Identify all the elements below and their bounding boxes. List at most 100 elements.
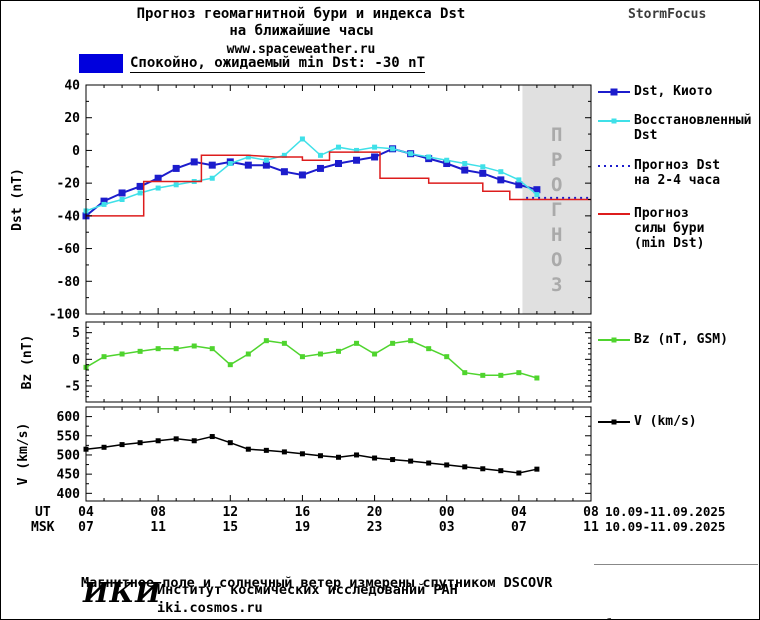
panel-v: 600 550 500 450 400 V (km/s)	[16, 406, 592, 502]
institute-block: Институт космических исследований РАН ik…	[157, 581, 458, 617]
x-tick-ut: 04	[78, 505, 94, 520]
legend-swatch-restored-dst	[597, 113, 631, 127]
y-tick-label: -100	[49, 308, 80, 323]
legend-label-dst-kyoto: Dst, Киото	[634, 84, 713, 99]
data-point-marker	[245, 351, 251, 357]
forecast-label-char: О	[551, 249, 562, 271]
status-text: Спокойно, ожидаемый min Dst: -30 nT	[130, 54, 426, 73]
legend-v: V (km/s)	[597, 414, 759, 429]
legend-dst-kyoto: Dst, Киото	[597, 84, 759, 99]
legend-label-forecast-dst: Прогноз Dst на 2-4 часа	[634, 158, 721, 188]
data-point-marker	[462, 464, 468, 470]
data-point-marker	[227, 161, 233, 167]
data-point-marker	[408, 458, 414, 464]
data-point-marker	[245, 154, 251, 160]
x-tick-ut: 08	[150, 505, 166, 520]
data-point-marker	[155, 185, 161, 191]
data-point-marker	[299, 136, 305, 142]
data-point-marker	[462, 370, 468, 376]
legend-forecast-dst: Прогноз Dst на 2-4 часа	[597, 158, 759, 188]
y-axis-label-bz: Bz (nT)	[20, 335, 35, 390]
data-point-marker	[443, 160, 451, 168]
forecast-label-char: Р	[551, 149, 562, 171]
data-point-marker	[480, 372, 486, 378]
y-tick-label: 40	[64, 79, 80, 94]
updated-separator	[594, 564, 758, 565]
forecast-label-char: П	[551, 124, 562, 146]
data-point-marker	[426, 346, 432, 352]
status-banner: Спокойно, ожидаемый min Dst: -30 nT	[79, 54, 426, 73]
data-point-marker	[444, 462, 450, 468]
data-point-marker	[372, 351, 378, 357]
data-point-marker	[408, 151, 414, 157]
data-point-marker	[516, 470, 522, 476]
site-url: www.spaceweather.ru	[226, 42, 376, 57]
legend-label-bz: Bz (nT, GSM)	[634, 332, 728, 347]
data-point-marker	[497, 176, 505, 184]
institute-site: iki.cosmos.ru	[157, 600, 263, 616]
data-point-marker	[137, 348, 143, 354]
legend-swatch-dst-kyoto	[597, 84, 631, 98]
data-point-marker	[173, 182, 179, 188]
data-point-marker	[227, 362, 233, 368]
data-point-marker	[155, 346, 161, 352]
x-axis-labels: UTMSK0407081112151619202300030407081110.…	[31, 504, 725, 535]
y-tick-label: 5	[72, 326, 80, 341]
ut-date-range: 10.09-11.09.2025	[605, 504, 725, 519]
title-line2: на ближайшие часы	[229, 23, 373, 39]
quiet-level-swatch	[79, 54, 123, 73]
y-tick-label: 500	[57, 448, 81, 463]
data-point-marker	[534, 192, 540, 198]
data-point-marker	[227, 440, 233, 446]
data-point-marker	[534, 466, 540, 472]
data-point-marker	[317, 351, 323, 357]
data-point-marker	[515, 181, 523, 189]
data-source-note: Магнитное поле и солнечный ветер измерен…	[81, 538, 552, 619]
x-tick-msk: 03	[439, 520, 455, 535]
data-point-marker	[262, 161, 270, 169]
x-tick-msk: 19	[295, 520, 311, 535]
data-point-marker	[317, 152, 323, 158]
x-tick-msk: 07	[78, 520, 94, 535]
msk-date-range: 10.09-11.09.2025	[605, 519, 725, 534]
data-point-marker	[479, 169, 487, 177]
data-point-marker	[336, 348, 341, 354]
data-point-marker	[101, 354, 107, 360]
y-tick-label: 20	[64, 111, 80, 126]
forecast-label-char: Н	[551, 224, 562, 246]
data-point-marker	[244, 161, 252, 169]
y-tick-label: -5	[64, 380, 80, 395]
data-point-marker	[317, 453, 323, 459]
y-tick-label: 450	[57, 468, 81, 483]
y-tick-label: -40	[57, 209, 81, 224]
x-tick-msk: 11	[583, 520, 599, 535]
updated-block: Обновлено в: UT 04:05, 11.09.2025 MSK 07…	[594, 564, 758, 619]
data-point-marker	[461, 166, 469, 174]
x-tick-ut: 16	[295, 505, 311, 520]
forecast-label-char: З	[551, 274, 562, 296]
panel-border	[85, 406, 592, 502]
data-point-marker	[136, 182, 144, 190]
data-point-marker	[372, 455, 378, 461]
data-point-marker	[209, 175, 215, 181]
data-point-marker	[137, 440, 143, 446]
data-point-marker	[118, 189, 126, 197]
legend-label-v: V (km/s)	[634, 414, 697, 429]
data-point-marker	[119, 442, 125, 448]
legend-swatch-v	[597, 414, 631, 428]
data-point-marker	[335, 160, 342, 168]
iki-logo: ИКИ	[83, 578, 162, 609]
ut-row-label: UT	[35, 505, 51, 520]
data-point-marker	[354, 340, 360, 346]
brand-label: StormFocus	[628, 7, 707, 22]
data-point-marker	[299, 451, 305, 457]
data-point-marker	[316, 164, 324, 172]
data-point-marker	[263, 157, 269, 163]
data-point-marker	[498, 372, 504, 378]
updated-label: Обновлено в:	[598, 616, 750, 619]
data-point-marker	[516, 370, 522, 376]
legend-swatch-graphic	[598, 337, 630, 343]
